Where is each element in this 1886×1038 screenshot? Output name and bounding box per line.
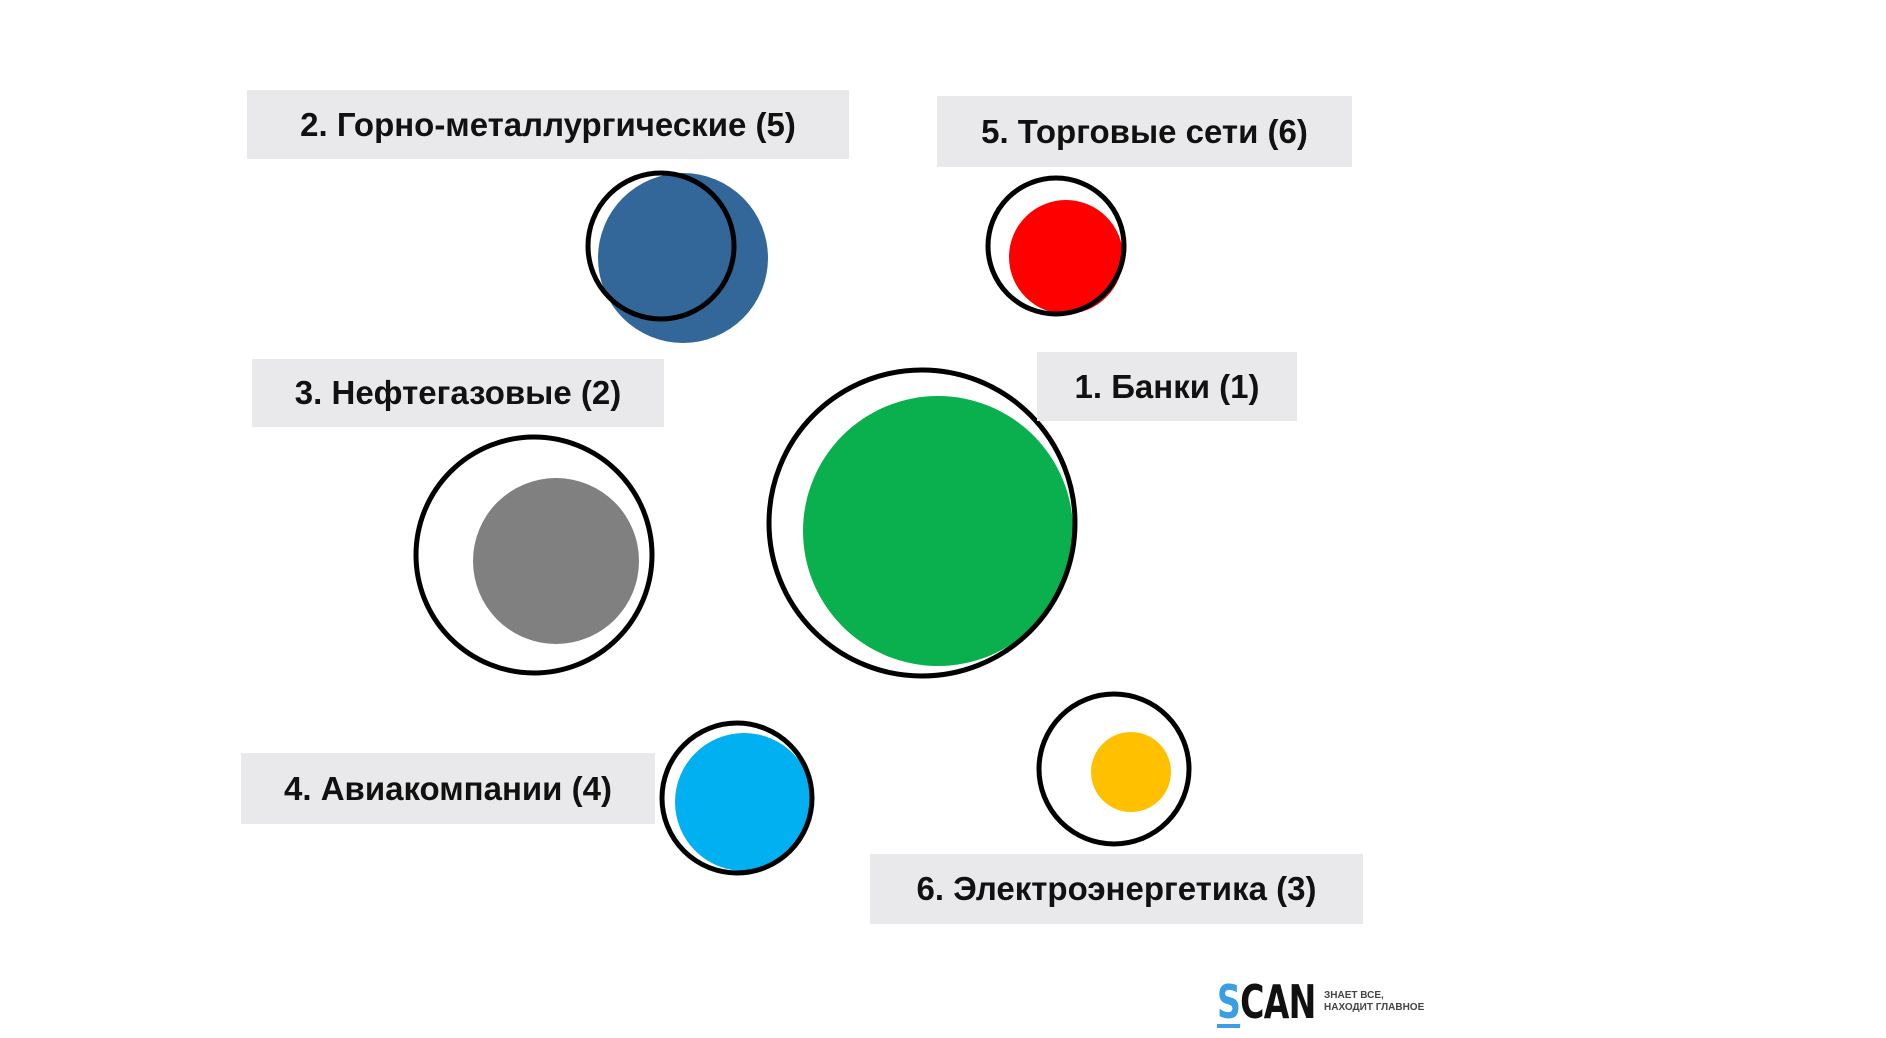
logo-tagline-2: находит главное [1324,1002,1425,1013]
logo-wordmark: SCAN [1217,975,1316,1029]
label-power: 6. Электроэнергетика (3) [870,854,1363,924]
logo-tagline-1: Знает все, [1324,990,1384,1001]
scan-logo: SCAN Знает все, находит главное [1217,975,1424,1029]
banks-bubble-outline [766,367,1078,679]
oilgas-bubble-fill [473,478,639,644]
label-airlines: 4. Авиакомпании (4) [241,753,655,824]
label-banks: 1. Банки (1) [1037,352,1297,421]
power-bubble-outline [1036,691,1192,847]
oilgas-bubble-outline [413,434,655,676]
label-oilgas: 3. Нефтегазовые (2) [252,359,664,427]
label-mining: 2. Горно-металлургические (5) [247,90,849,159]
airlines-bubble-outline [659,720,815,876]
retail-bubble-fill [1009,200,1123,314]
logo-s: S [1217,975,1241,1029]
logo-can: CAN [1240,975,1316,1029]
airlines-bubble-fill [675,733,813,871]
label-retail: 5. Торговые сети (6) [937,96,1352,167]
retail-bubble-outline [985,175,1127,317]
mining-bubble-outline [585,170,737,322]
logo-tagline: Знает все, находит главное [1324,990,1424,1014]
banks-bubble-fill [803,396,1073,666]
power-bubble-fill [1091,732,1171,812]
